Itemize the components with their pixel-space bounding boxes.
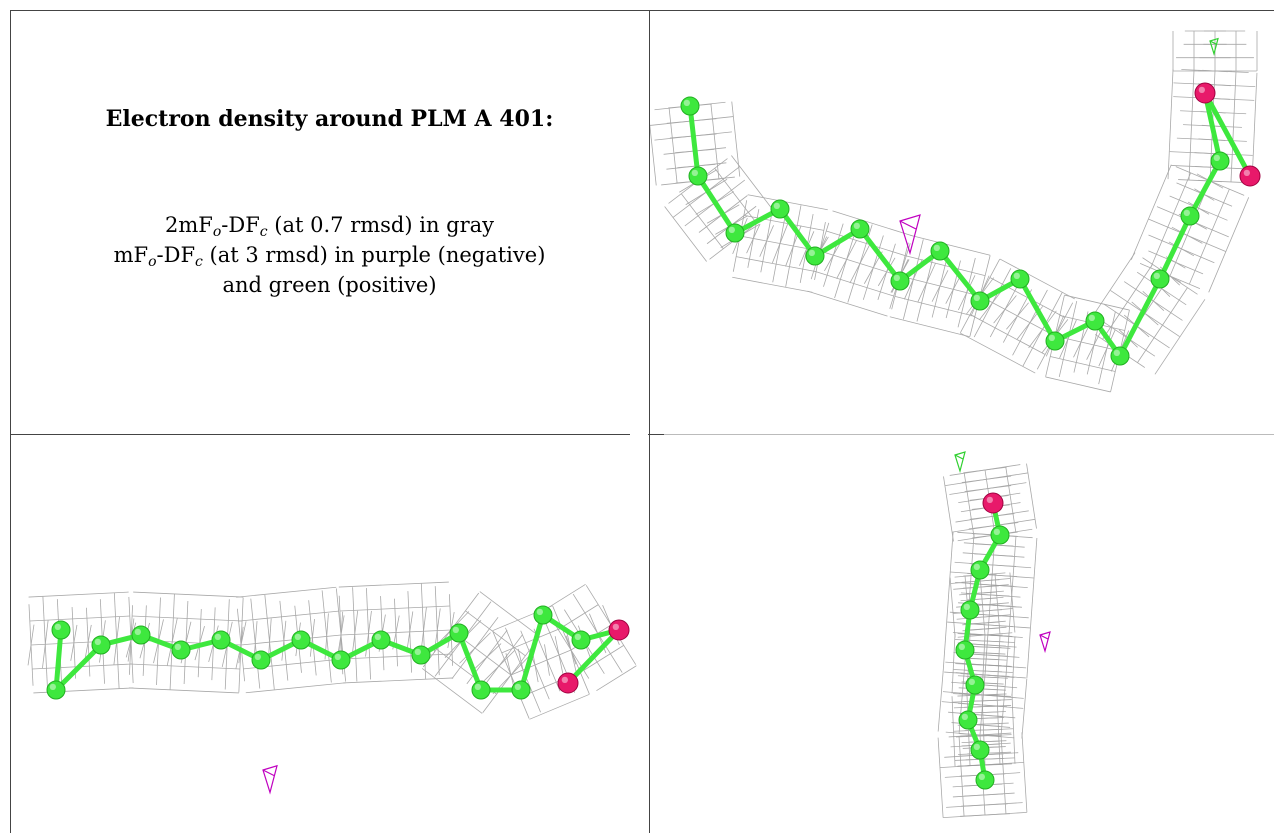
figure-grid [10,10,1274,833]
carbon-atom [46,680,66,700]
carbon-atom [51,620,71,640]
carbon-atom [955,640,975,660]
caption-line-3: and green (positive) [222,272,437,297]
palmitate-chain [46,605,630,700]
carbon-atom [211,630,231,650]
density-view-bottom-right [650,435,1274,833]
carbon-atom [965,675,985,695]
carbon-atom [1210,151,1230,171]
carbon-atom [725,223,745,243]
negative-density-blob [899,214,921,256]
oxygen-atom [982,492,1004,514]
carbon-atom [805,246,825,266]
carbon-atom [91,635,111,655]
molecule-render-1 [650,30,1261,393]
carbon-atom [533,605,553,625]
carbon-atom [571,630,591,650]
caption-line-2: mFo-DFc (at 3 rmsd) in purple (negative) [113,242,546,270]
carbon-atom [1110,346,1130,366]
carbon-atom [1150,269,1170,289]
vertical-divider [649,10,650,833]
molecule-render-2 [27,581,637,795]
carbon-atom [960,600,980,620]
carbon-atom [411,645,431,665]
density-view-top-right [650,11,1274,433]
carbon-atom [251,650,271,670]
carbon-atom [471,680,491,700]
carbon-atom [688,166,708,186]
legend-panel: Electron density around PLM A 401: 2mFo-… [11,11,648,433]
density-view-bottom-left [11,435,648,833]
electron-density-mesh [27,581,637,720]
carbon-atom [970,560,990,580]
electron-density-mesh [650,30,1258,393]
horizontal-divider-left [10,434,630,435]
carbon-atom [331,650,351,670]
palmitate-chain [680,82,1261,366]
carbon-atom [975,770,995,790]
carbon-atom [371,630,391,650]
figure-title: Electron density around PLM A 401: [105,106,554,132]
caption-line-1: 2mFo-DFc (at 0.7 rmsd) in gray [164,213,495,240]
positive-density-blob [1209,37,1219,56]
carbon-atom [958,710,978,730]
carbon-atom [449,623,469,643]
carbon-atom [171,640,191,660]
carbon-atom [930,241,950,261]
palmitate-chain [955,492,1010,790]
negative-density-blob [262,764,278,795]
oxygen-atom [1194,82,1216,104]
horizontal-divider-mid [648,434,664,435]
carbon-atom [1010,269,1030,289]
oxygen-atom [557,672,579,694]
horizontal-divider-right [664,434,1274,435]
positive-density-blob [954,451,966,474]
carbon-atom [850,219,870,239]
carbon-atom [770,199,790,219]
negative-density-blob [1039,631,1051,654]
carbon-atom [291,630,311,650]
carbon-atom [970,740,990,760]
figure-caption: 2mFo-DFc (at 0.7 rmsd) in gray mFo-DFc (… [11,211,648,300]
carbon-atom [990,525,1010,545]
carbon-atom [890,271,910,291]
molecule-render-3 [937,451,1051,819]
carbon-atom [1085,311,1105,331]
carbon-atom [970,291,990,311]
oxygen-atom [608,619,630,641]
carbon-atom [511,680,531,700]
oxygen-atom [1239,165,1261,187]
carbon-atom [131,625,151,645]
carbon-atom [1045,331,1065,351]
carbon-atom [680,96,700,116]
carbon-atom [1180,206,1200,226]
